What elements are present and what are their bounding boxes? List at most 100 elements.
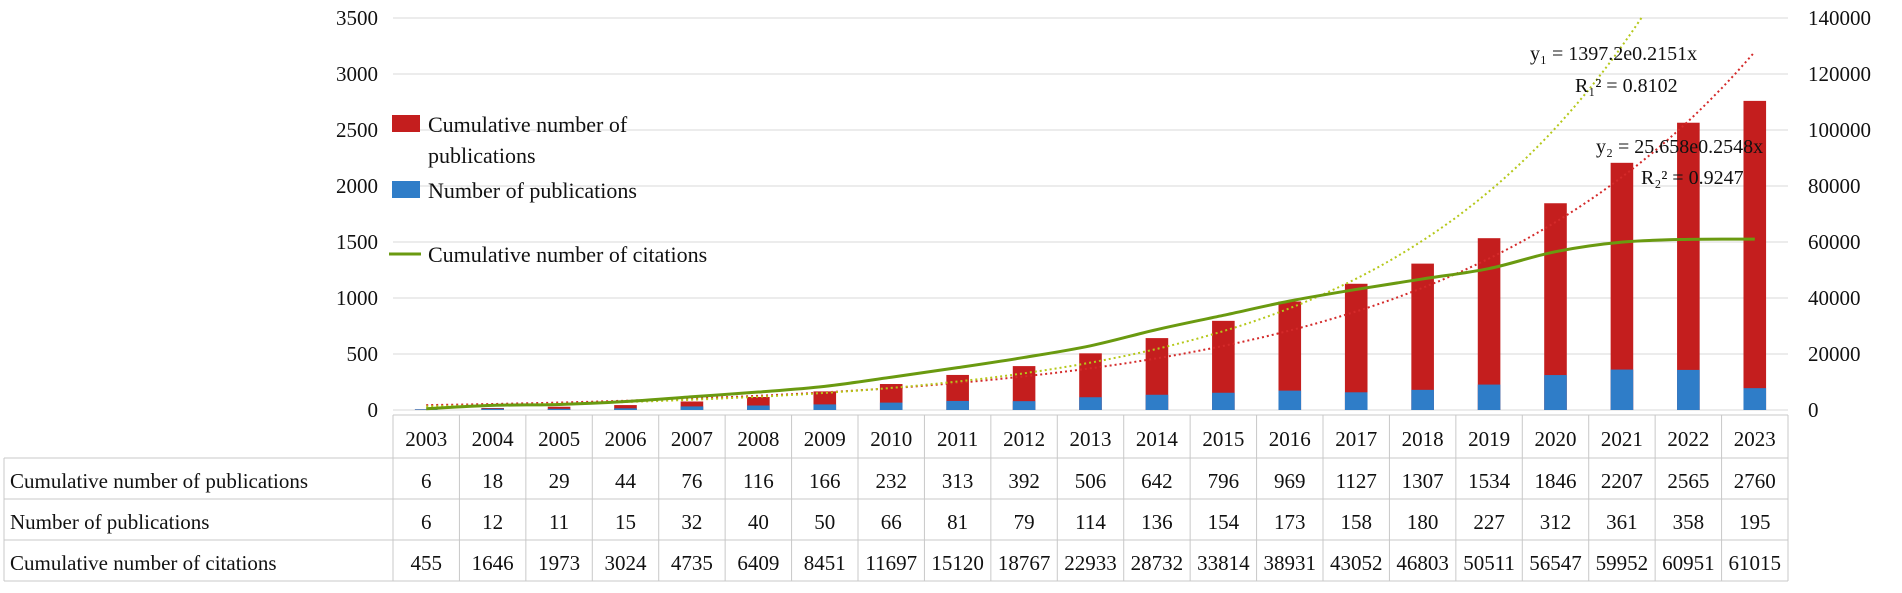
table-cell: 38931 <box>1264 551 1317 575</box>
bar-cumulative-publications <box>680 401 704 410</box>
table-cell: 15 <box>615 510 636 534</box>
bar-number-of-publications <box>1477 384 1501 410</box>
table-row-label: Number of publications <box>10 510 209 534</box>
table-cell: 1127 <box>1336 469 1377 493</box>
gridlines <box>393 17 1788 411</box>
table-cell: 358 <box>1673 510 1705 534</box>
table-cell: 173 <box>1274 510 1306 534</box>
table-cell: 313 <box>942 469 974 493</box>
table-cell: 166 <box>809 469 841 493</box>
bar-number-of-publications <box>1344 392 1368 410</box>
bar-cumulative-publications <box>1212 320 1235 410</box>
table-cell: 76 <box>681 469 702 493</box>
table-cell: 50 <box>814 510 835 534</box>
citation-line <box>426 237 1755 411</box>
table-cell: 12 <box>482 510 503 534</box>
table-cell: 114 <box>1075 510 1106 534</box>
table-cell: 28732 <box>1131 551 1184 575</box>
table-cell: 22933 <box>1064 551 1117 575</box>
legend-label: Cumulative number of <box>428 112 628 137</box>
bar-number-of-publications <box>1544 375 1567 410</box>
left-tick-label: 3500 <box>336 6 378 30</box>
table-cell: 180 <box>1407 510 1439 534</box>
table-year-label: 2009 <box>804 427 846 451</box>
table-year-label: 2018 <box>1402 427 1444 451</box>
bar-cumulative-publications <box>1278 301 1302 410</box>
right-tick-label: 120000 <box>1808 62 1871 86</box>
table-year-label: 2003 <box>405 427 447 451</box>
table-year-label: 2016 <box>1269 427 1311 451</box>
table-cell: 40 <box>748 510 769 534</box>
bar-cumulative-publications <box>1145 338 1169 410</box>
table-cell: 18 <box>482 469 503 493</box>
table-year-label: 2013 <box>1070 427 1112 451</box>
table-cell: 796 <box>1208 469 1240 493</box>
legend-label: publications <box>428 143 536 168</box>
table-cell: 33814 <box>1197 551 1250 575</box>
table-cell: 66 <box>881 510 902 534</box>
bar-number-of-publications <box>946 400 969 410</box>
bar-cumulative-publications <box>547 406 571 410</box>
table-cell: 15120 <box>931 551 984 575</box>
bar-number-of-publications <box>547 408 571 410</box>
table-cell: 2207 <box>1601 469 1643 493</box>
table-cell: 18767 <box>998 551 1051 575</box>
table-cell: 136 <box>1141 510 1173 534</box>
trendline-2-equation: y₂ = 25.658e0.2548x <box>1596 136 1763 158</box>
bar-number-of-publications <box>680 406 704 410</box>
table-year-label: 2006 <box>605 427 647 451</box>
table-cell: 2760 <box>1734 469 1776 493</box>
legend: Cumulative number of publications Number o… <box>389 112 707 267</box>
table-cell: 1307 <box>1402 469 1444 493</box>
table-cell: 455 <box>410 551 442 575</box>
table-year-label: 2023 <box>1734 427 1776 451</box>
table-cell: 6 <box>421 469 432 493</box>
left-tick-label: 500 <box>347 342 379 366</box>
table-year-label: 2022 <box>1667 427 1709 451</box>
bar-number-of-publications <box>481 408 504 410</box>
legend-marker-cumulative-publications <box>392 115 420 132</box>
table-row-label: Cumulative number of publications <box>10 469 308 493</box>
table-cell: 1973 <box>538 551 580 575</box>
table-year-label: 2020 <box>1535 427 1577 451</box>
table-cell: 61015 <box>1729 551 1782 575</box>
right-axis: 0 20000 40000 60000 80000 100000 120000 140000 <box>1808 6 1871 422</box>
table-cell: 969 <box>1274 469 1306 493</box>
table-cell: 4735 <box>671 551 713 575</box>
bar-number-of-publications <box>1743 388 1767 410</box>
table-year-label: 2008 <box>737 427 779 451</box>
table-cell: 8451 <box>804 551 846 575</box>
table-year-label: 2014 <box>1136 427 1179 451</box>
table-cell: 1534 <box>1468 469 1511 493</box>
table-cell: 116 <box>743 469 774 493</box>
table-year-label: 2010 <box>870 427 912 451</box>
table-year-label: 2017 <box>1335 427 1377 451</box>
right-tick-label: 40000 <box>1808 286 1861 310</box>
bar-cumulative-publications <box>1743 100 1767 410</box>
right-tick-label: 100000 <box>1808 118 1871 142</box>
bar-number-of-publications <box>1610 369 1634 410</box>
bar-cumulative-publications <box>614 405 637 410</box>
table-cell: 81 <box>947 510 968 534</box>
table-cell: 195 <box>1739 510 1771 534</box>
bar-cumulative-publications <box>1610 162 1634 410</box>
trendline-1-equation: y₁ = 1397.2e0.2151x <box>1530 43 1697 65</box>
table-cell: 232 <box>875 469 907 493</box>
table-cell: 1846 <box>1535 469 1577 493</box>
bar-cumulative-publications <box>1677 122 1700 410</box>
table-cell: 56547 <box>1529 551 1582 575</box>
table-cell: 1646 <box>472 551 514 575</box>
table-cell: 642 <box>1141 469 1173 493</box>
table-cell: 11697 <box>865 551 917 575</box>
data-table: 2003 2004 2005 2006 2007 2008 2009 2010 2011 2012… <box>3 414 1789 582</box>
right-tick-label: 20000 <box>1808 342 1861 366</box>
left-tick-label: 3000 <box>336 62 378 86</box>
table-cell: 44 <box>615 469 637 493</box>
legend-marker-number-of-publications <box>392 181 420 198</box>
table-cell: 506 <box>1075 469 1107 493</box>
left-tick-label: 0 <box>368 398 379 422</box>
table-cell: 46803 <box>1396 551 1449 575</box>
table-cell: 6 <box>421 510 432 534</box>
table-cell: 158 <box>1340 510 1372 534</box>
bar-number-of-publications <box>414 409 438 410</box>
